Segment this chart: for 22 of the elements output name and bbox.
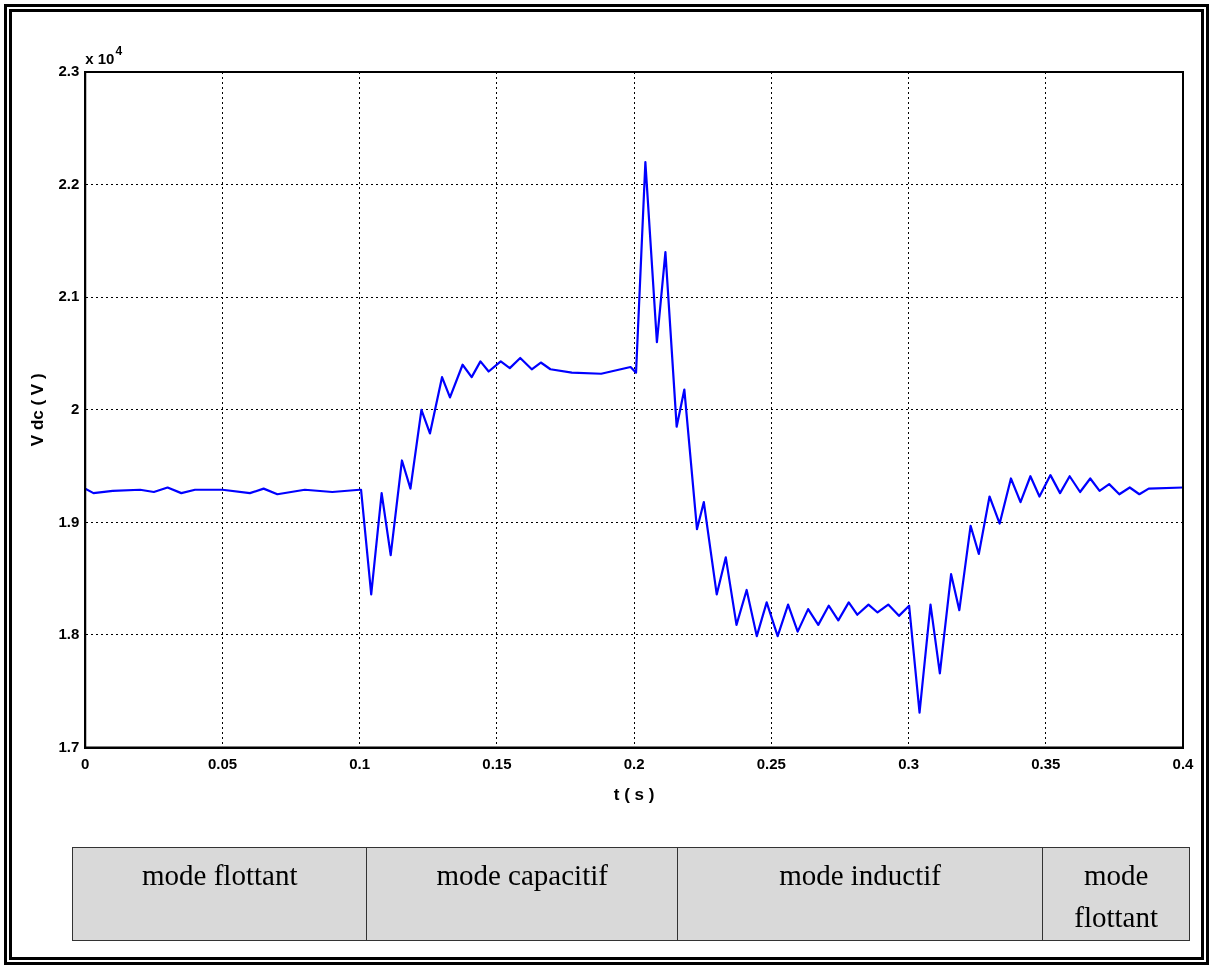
x-tick-label: 0.15 bbox=[482, 754, 512, 772]
x-tick-label: 0.05 bbox=[207, 754, 238, 772]
x-axis-title: t ( s ) bbox=[613, 785, 655, 805]
y-tick-label: 2.2 bbox=[58, 174, 80, 192]
y-tick-label: 2 bbox=[70, 399, 80, 417]
y-tick-label: 1.9 bbox=[58, 512, 80, 530]
text: mode capacitif bbox=[367, 848, 678, 940]
x-tick-label: 0.2 bbox=[623, 754, 645, 772]
y-tick-label: 2.3 bbox=[58, 62, 80, 80]
x-tick-label: 0.25 bbox=[756, 754, 786, 772]
x-tick-label: 0.1 bbox=[349, 754, 371, 772]
x-tick-label: 0.3 bbox=[898, 754, 919, 772]
y-tick-label: 1.7 bbox=[58, 737, 80, 755]
text: mode flottant bbox=[73, 848, 368, 940]
x-tick-label: 0.4 bbox=[1172, 754, 1195, 772]
text: mode flottant bbox=[1043, 848, 1189, 940]
y-axis-title: V dc ( V ) bbox=[27, 373, 47, 447]
y-tick-label: 1.8 bbox=[58, 625, 80, 643]
text: mode inductif bbox=[677, 848, 1044, 940]
x-tick-label: 0 bbox=[81, 754, 90, 772]
y-tick-label: 2.1 bbox=[58, 287, 80, 305]
x-tick-label: 0.35 bbox=[1031, 754, 1061, 772]
